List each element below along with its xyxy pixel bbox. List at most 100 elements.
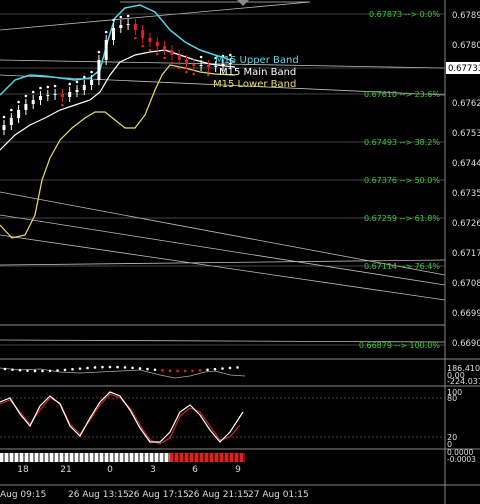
date-tick-label: 26 Aug 21:15 xyxy=(188,490,249,500)
signal-dot xyxy=(119,15,123,19)
indicator-panel-1[interactable]: 186.4105 0.00 -224.0370 xyxy=(0,358,480,386)
indicator-dot xyxy=(146,367,149,371)
fib-level-label: 0.67610 --> 23.6% xyxy=(364,90,440,99)
candle-body xyxy=(53,94,57,95)
indicator-panel-3[interactable]: 0.0000 -0.0003 xyxy=(0,448,480,464)
signal-dot xyxy=(207,73,210,77)
stochastic-signal-line xyxy=(0,393,241,445)
indicator-dot xyxy=(33,369,37,373)
signal-dot xyxy=(17,100,20,104)
candle-body xyxy=(17,110,21,118)
indicator-dot xyxy=(183,369,187,373)
candle-body xyxy=(199,65,203,66)
date-tick-label: 27 Aug 01:15 xyxy=(248,490,309,500)
indicator-3-value-1: 0.0000 xyxy=(447,448,473,457)
candle-body xyxy=(155,42,159,46)
indicator-dot xyxy=(56,369,59,372)
signal-dot xyxy=(156,52,159,56)
trend-line xyxy=(0,259,446,266)
lower-band-label: M15 Lower Band xyxy=(213,79,296,90)
indicator-1-value-2: 0.00 xyxy=(447,371,465,380)
top-scroll-marker[interactable] xyxy=(237,0,249,6)
upper-band-line xyxy=(0,4,236,96)
hour-tick-label: 9 xyxy=(235,465,241,475)
hour-tick-label: 18 xyxy=(17,465,29,475)
candle-body xyxy=(133,24,137,30)
main-band-line xyxy=(0,49,236,151)
stochastic-level-label: 20 xyxy=(447,433,457,442)
candle-body xyxy=(221,64,225,66)
signal-dot xyxy=(53,84,57,88)
candle-body xyxy=(148,38,152,42)
signal-dot xyxy=(10,108,13,112)
fib-level-labels: 0.67873 --> 0.0% 0.67610 --> 23.6% 0.67493… xyxy=(359,10,441,350)
signal-dot xyxy=(170,61,174,65)
candle-body xyxy=(46,95,50,96)
stochastic-level-label: 0 xyxy=(447,440,452,449)
fib-level-label: 0.67493 --> 38.2% xyxy=(364,138,440,147)
signal-dot xyxy=(126,14,130,18)
date-tick-label: 26 Aug 13:15 xyxy=(68,490,129,500)
fib-level-label: 0.67114 --> 76.4% xyxy=(364,262,440,271)
indicator-dot xyxy=(236,366,239,369)
signal-dot xyxy=(185,70,188,74)
signal-dot xyxy=(31,90,35,94)
candle-body xyxy=(39,96,42,100)
hour-tick-label: 3 xyxy=(150,465,156,475)
candles xyxy=(2,14,232,135)
candle-body xyxy=(82,85,86,90)
candle-body xyxy=(112,28,115,40)
indicator-dot xyxy=(131,366,134,370)
indicator-dot xyxy=(198,369,202,372)
indicator-dot xyxy=(138,367,142,370)
signal-dot xyxy=(83,75,86,79)
candle-body xyxy=(90,80,94,85)
indicator-dot xyxy=(93,366,97,369)
indicator-dot xyxy=(11,368,14,371)
indicator-dot xyxy=(153,368,157,372)
candle-body xyxy=(97,60,101,80)
indicator-dot xyxy=(221,367,224,370)
indicator-dot xyxy=(123,366,127,369)
hour-tick-label: 6 xyxy=(192,465,198,475)
candle-body xyxy=(60,94,64,97)
candle-body xyxy=(163,46,167,50)
fib-level-label: 0.66879 --> 100.0% xyxy=(359,341,441,350)
indicator-dot xyxy=(78,367,82,370)
candle-body xyxy=(228,63,232,64)
fib-level-label: 0.67259 --> 61.8% xyxy=(364,214,440,223)
price-panel[interactable]: 0.67873 --> 0.0% 0.67610 --> 23.6% 0.67493… xyxy=(0,0,446,350)
signal-dot xyxy=(75,80,79,84)
signal-dot xyxy=(39,86,42,90)
signal-dot xyxy=(2,115,6,119)
hour-tick-label: 21 xyxy=(60,465,71,475)
indicator-dot xyxy=(213,367,217,371)
stochastic-level-label: 100 xyxy=(447,388,462,397)
current-price-box xyxy=(446,62,480,74)
signal-dot xyxy=(90,70,93,74)
indicator-dot xyxy=(101,365,104,369)
candle-body xyxy=(68,92,72,97)
signal-dot xyxy=(163,56,166,60)
trend-line xyxy=(0,214,446,286)
candle-body xyxy=(214,66,218,67)
indicator-dot xyxy=(41,369,44,373)
indicator-dot xyxy=(168,369,172,373)
indicator-dot xyxy=(191,369,194,373)
indicator-dot xyxy=(161,369,164,372)
trend-line xyxy=(0,339,446,343)
candle-body xyxy=(126,24,130,25)
signal-dot xyxy=(46,85,50,89)
signal-dot xyxy=(68,82,71,86)
signal-dot xyxy=(24,94,28,98)
candle-body xyxy=(192,64,196,66)
signal-dot xyxy=(214,56,217,60)
